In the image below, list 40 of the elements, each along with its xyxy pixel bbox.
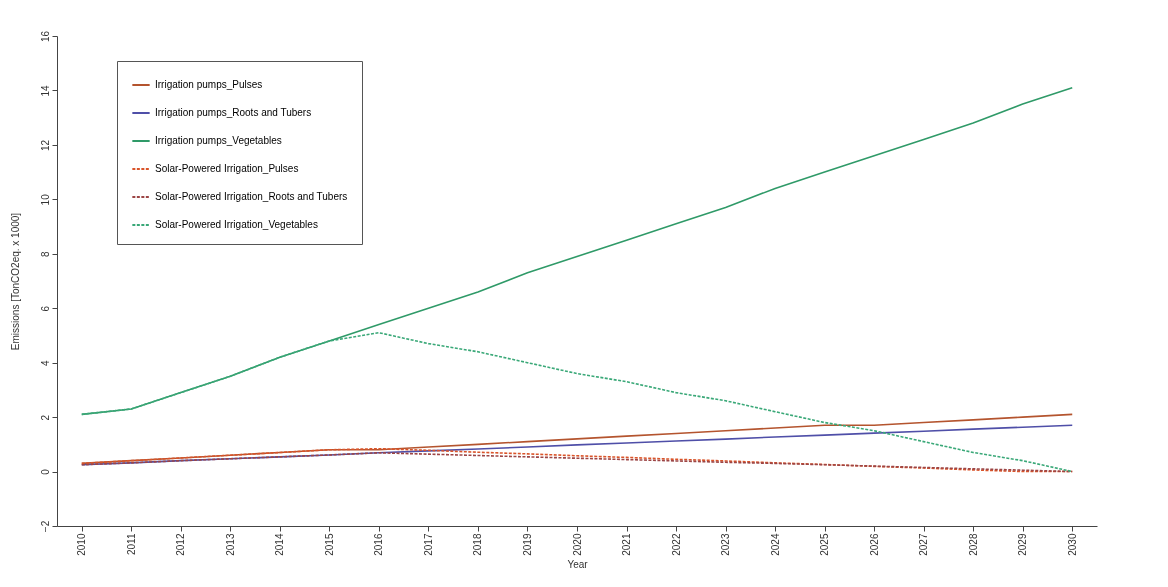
x-tick-label: 2025 — [819, 533, 831, 556]
x-tick-label: 2026 — [868, 533, 880, 556]
legend-label: Solar-Powered Irrigation_Pulses — [155, 163, 299, 174]
y-tick-label: 6 — [39, 305, 51, 312]
y-tick-label: 10 — [39, 193, 51, 206]
x-tick-label: 2027 — [918, 533, 930, 556]
x-tick-label: 2012 — [175, 533, 187, 556]
y-tick-label: 4 — [39, 359, 51, 366]
y-tick-label: −2 — [39, 520, 51, 533]
x-tick-label: 2011 — [125, 533, 137, 556]
y-tick-label: 12 — [39, 139, 51, 151]
y-tick-label: 8 — [39, 251, 51, 258]
legend-label: Solar-Powered Irrigation_Roots and Tubers — [155, 191, 348, 202]
x-tick-label: 2030 — [1066, 533, 1078, 556]
x-tick-label: 2020 — [571, 533, 583, 556]
y-tick-label: 16 — [39, 30, 51, 43]
y-axis-title: Emissions [TonCO2eq. x 1000] — [9, 212, 21, 351]
x-tick-label: 2021 — [621, 533, 633, 556]
x-axis-title: Year — [567, 558, 589, 570]
y-tick-label: 2 — [39, 414, 51, 421]
y-tick-label: 14 — [39, 84, 51, 97]
legend-label: Irrigation pumps_Pulses — [155, 79, 263, 90]
x-tick-label: 2016 — [373, 533, 385, 556]
x-tick-label: 2023 — [720, 533, 732, 556]
x-tick-label: 2010 — [76, 533, 88, 556]
x-tick-label: 2028 — [967, 533, 979, 556]
legend-label: Irrigation pumps_Roots and Tubers — [155, 107, 312, 118]
x-tick-label: 2022 — [670, 533, 682, 556]
x-tick-label: 2019 — [521, 533, 533, 556]
x-tick-label: 2014 — [274, 533, 286, 556]
x-tick-label: 2018 — [472, 533, 484, 556]
x-tick-label: 2013 — [224, 533, 236, 556]
line-series — [80, 331, 1074, 473]
x-tick-label: 2024 — [769, 533, 781, 556]
legend-label: Irrigation pumps_Vegetables — [155, 135, 282, 146]
x-tick-label: 2015 — [323, 533, 335, 556]
x-tick-label: 2029 — [1017, 533, 1029, 556]
x-tick-label: 2017 — [422, 533, 434, 556]
legend-label: Solar-Powered Irrigation_Vegetables — [155, 219, 318, 230]
y-tick-label: 0 — [39, 468, 51, 475]
